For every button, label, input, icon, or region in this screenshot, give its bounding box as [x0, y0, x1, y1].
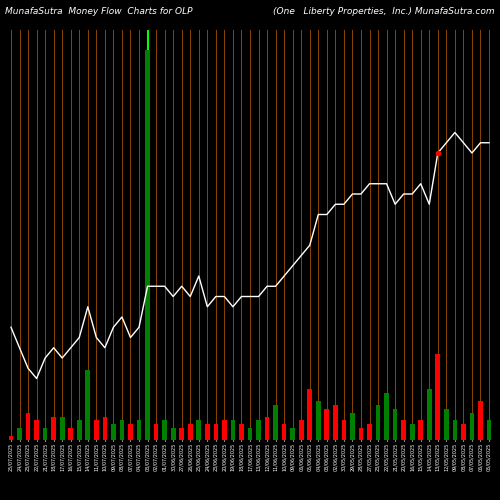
Bar	[222, 420, 226, 440]
Bar	[8, 436, 14, 440]
Bar	[282, 424, 286, 440]
Bar	[86, 370, 90, 440]
Bar	[393, 409, 398, 440]
Bar	[436, 354, 440, 440]
Bar	[444, 409, 448, 440]
Bar	[384, 393, 389, 440]
Bar	[111, 424, 116, 440]
Bar	[452, 420, 457, 440]
Bar	[128, 424, 133, 440]
Bar	[205, 424, 210, 440]
Bar	[17, 428, 22, 440]
Bar	[358, 428, 364, 440]
Bar	[188, 424, 192, 440]
Bar	[248, 428, 252, 440]
Text: (One   Liberty Properties,  Inc.) MunafaSutra.com: (One Liberty Properties, Inc.) MunafaSut…	[274, 8, 495, 16]
Bar	[410, 424, 414, 440]
Bar	[196, 420, 201, 440]
Bar	[180, 428, 184, 440]
Bar	[34, 420, 39, 440]
Bar	[230, 420, 235, 440]
Bar	[154, 424, 158, 440]
Bar	[274, 405, 278, 440]
Bar	[299, 420, 304, 440]
Bar	[52, 416, 56, 440]
Bar	[120, 420, 124, 440]
Bar	[376, 405, 380, 440]
Bar	[308, 389, 312, 440]
Bar	[162, 420, 167, 440]
Bar	[94, 420, 98, 440]
Bar	[333, 405, 338, 440]
Bar	[264, 416, 270, 440]
Bar	[486, 420, 492, 440]
Bar	[470, 412, 474, 440]
Text: MunafaSutra  Money Flow  Charts for OLP: MunafaSutra Money Flow Charts for OLP	[5, 8, 192, 16]
Bar	[290, 428, 295, 440]
Bar	[478, 401, 483, 440]
Bar	[461, 424, 466, 440]
Bar	[60, 416, 64, 440]
Bar	[136, 420, 141, 440]
Bar	[43, 428, 48, 440]
Bar	[316, 401, 320, 440]
Bar	[342, 420, 346, 440]
Bar	[68, 428, 73, 440]
Bar	[26, 412, 30, 440]
Bar	[402, 420, 406, 440]
Bar	[324, 409, 329, 440]
Bar	[350, 412, 355, 440]
Bar	[171, 428, 175, 440]
Bar	[77, 420, 82, 440]
Bar	[214, 424, 218, 440]
Bar	[427, 389, 432, 440]
Bar	[102, 416, 107, 440]
Bar	[367, 424, 372, 440]
Bar	[418, 420, 423, 440]
Bar	[145, 50, 150, 440]
Bar	[239, 424, 244, 440]
Bar	[256, 420, 261, 440]
